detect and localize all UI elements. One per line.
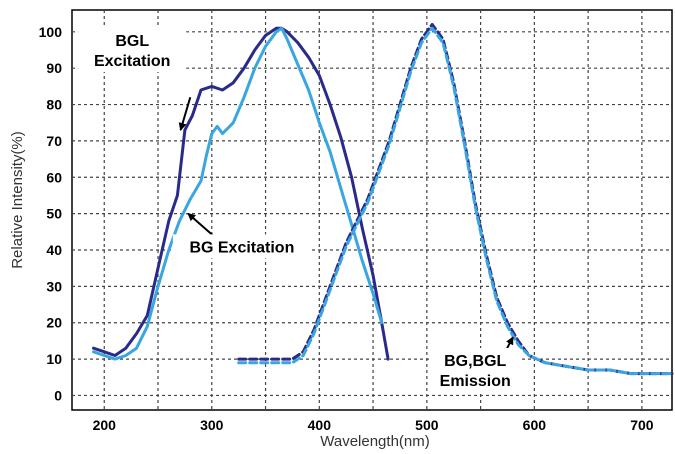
x-tick-label: 500 [415,417,439,433]
y-axis-label: Relative Intensity(%) [9,131,26,269]
y-tick-labels: 0 10 20 30 40 50 60 70 80 90 100 [39,24,63,404]
y-tick-label: 40 [46,242,62,258]
y-tick-label: 50 [46,206,62,222]
annotation-bg-excitation-label: BG Excitation [172,212,311,259]
x-tick-label: 400 [308,417,332,433]
annotation-text: Excitation [94,53,170,70]
annotation-backdrop [78,28,187,72]
annotation-text: BGL [115,33,149,50]
annotations: BGL Excitation BG Excitation BG,BGL Emission [78,28,520,392]
x-tick-labels: 200 300 400 500 600 700 [93,417,654,433]
annotation-text: BG,BGL [444,353,506,370]
x-tick-label: 200 [93,417,117,433]
x-axis-label: Wavelength(nm) [320,433,429,450]
series-group [92,23,674,376]
series-line-bg-emission [237,26,674,376]
y-tick-label: 100 [39,24,63,40]
annotation-backdrop [431,348,520,392]
y-tick-label: 30 [46,278,62,294]
annotation-text: BG Excitation [189,239,294,256]
series-line-bg-excitation [92,26,384,361]
series-line-bgl-excitation [92,26,390,361]
x-tick-label: 300 [200,417,224,433]
annotation-backdrop [172,234,311,259]
x-tick-label: 700 [630,417,654,433]
annotation-emission-label: BG,BGL Emission [431,336,520,392]
annotation-arrow [178,96,192,131]
y-tick-label: 80 [46,97,62,113]
y-tick-label: 20 [46,315,62,331]
annotation-text: Emission [440,373,511,390]
x-tick-label: 600 [523,417,547,433]
y-tick-label: 70 [46,133,62,149]
y-tick-label: 0 [54,387,62,403]
y-tick-label: 90 [46,60,62,76]
annotation-bgl-excitation-label: BGL Excitation [78,28,192,131]
y-tick-label: 60 [46,169,62,185]
y-tick-label: 10 [46,351,62,367]
